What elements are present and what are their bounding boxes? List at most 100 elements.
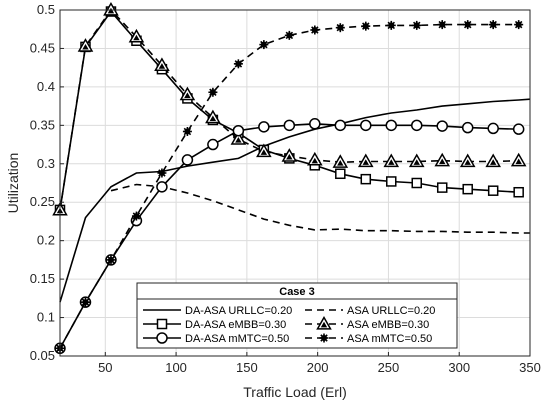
legend-label: DA-ASA eMBB=0.30 bbox=[185, 319, 286, 331]
y-tick-label: 0.45 bbox=[30, 40, 55, 55]
legend-entry: ASA eMBB=0.30 bbox=[305, 315, 429, 331]
triangle-fill bbox=[133, 34, 140, 41]
asterisk-stroke bbox=[438, 20, 446, 29]
triangle-marker bbox=[281, 148, 298, 162]
triangle-fill bbox=[209, 115, 217, 122]
series bbox=[59, 98, 531, 303]
asterisk-stroke bbox=[132, 212, 141, 220]
asterisk-stroke bbox=[209, 88, 217, 97]
asterisk-marker bbox=[386, 20, 396, 30]
asterisk-stroke bbox=[107, 256, 115, 264]
asterisk-stroke bbox=[387, 21, 396, 30]
plot-frame bbox=[59, 9, 531, 357]
circle-marker bbox=[385, 119, 398, 132]
asterisk-stroke bbox=[412, 21, 421, 30]
triangle-marker bbox=[128, 28, 145, 43]
asterisk-stroke bbox=[336, 23, 345, 32]
square-marker bbox=[411, 177, 422, 189]
legend-label: ASA URLLC=0.20 bbox=[347, 305, 435, 317]
asterisk-stroke bbox=[514, 20, 523, 29]
triangle-marker bbox=[383, 153, 400, 168]
square-marker bbox=[156, 318, 168, 330]
asterisk-marker bbox=[131, 211, 141, 221]
triangle-marker bbox=[459, 153, 476, 168]
circle-marker bbox=[461, 121, 474, 134]
circle-marker bbox=[487, 122, 499, 135]
triangle-fill bbox=[337, 160, 344, 166]
circle-marker bbox=[512, 123, 525, 135]
square-marker bbox=[487, 185, 499, 196]
triangle-marker bbox=[434, 152, 451, 167]
asterisk-marker bbox=[259, 40, 269, 50]
asterisk-marker bbox=[208, 87, 218, 97]
series bbox=[52, 1, 527, 216]
x-tick-label: 200 bbox=[307, 360, 329, 375]
asterisk-marker bbox=[361, 21, 371, 31]
y-tick-label: 0.2 bbox=[37, 233, 55, 248]
triangle-fill bbox=[235, 136, 242, 143]
square-marker bbox=[436, 182, 448, 193]
circle-marker bbox=[232, 124, 245, 137]
square-marker bbox=[386, 176, 397, 187]
legend-label: ASA eMBB=0.30 bbox=[347, 319, 429, 331]
x-tick-label: 350 bbox=[519, 360, 541, 375]
triangle-marker bbox=[179, 86, 196, 101]
triangle-marker bbox=[77, 38, 94, 52]
legend-label: DA-ASA mMTC=0.50 bbox=[185, 333, 289, 345]
square-marker bbox=[360, 173, 372, 185]
square-marker bbox=[335, 168, 346, 180]
asterisk-stroke bbox=[260, 40, 268, 49]
series bbox=[55, 20, 524, 353]
asterisk-stroke bbox=[285, 31, 294, 40]
triangle-fill bbox=[413, 159, 420, 165]
triangle-fill bbox=[320, 321, 328, 328]
series-line bbox=[110, 183, 530, 234]
asterisk-marker bbox=[437, 20, 447, 30]
x-tick-label: 250 bbox=[378, 360, 400, 375]
circle-marker bbox=[207, 138, 219, 151]
asterisk-stroke bbox=[311, 26, 319, 34]
triangle-fill bbox=[464, 159, 471, 165]
series bbox=[110, 183, 530, 234]
asterisk-marker bbox=[412, 20, 422, 30]
asterisk-marker bbox=[80, 297, 90, 307]
y-tick-label: 0.3 bbox=[37, 156, 55, 171]
triangle-fill bbox=[515, 158, 522, 165]
triangle-marker bbox=[205, 109, 221, 124]
triangle-marker bbox=[510, 152, 527, 167]
x-tick-label: 300 bbox=[448, 360, 470, 375]
triangle-marker bbox=[307, 151, 323, 166]
triangle-fill bbox=[388, 159, 395, 165]
y-tick-label: 0.15 bbox=[30, 271, 55, 286]
x-tick-label: 100 bbox=[165, 360, 187, 375]
asterisk-marker bbox=[514, 20, 524, 30]
triangle-marker bbox=[332, 154, 349, 168]
triangle-marker bbox=[485, 153, 501, 168]
legend-entry: ASA URLLC=0.20 bbox=[305, 305, 435, 317]
circle-marker bbox=[309, 118, 321, 130]
triangle-marker bbox=[230, 131, 247, 145]
asterisk-marker bbox=[319, 333, 329, 343]
square-marker bbox=[513, 186, 524, 198]
triangle-fill bbox=[82, 43, 89, 50]
y-tick-label: 0.1 bbox=[37, 310, 55, 325]
asterisk-marker bbox=[284, 30, 294, 40]
series-layer bbox=[52, 1, 531, 355]
asterisk-stroke bbox=[489, 20, 497, 29]
legend-entry: DA-ASA URLLC=0.20 bbox=[143, 305, 292, 317]
circle-marker bbox=[156, 332, 168, 344]
circle-marker bbox=[258, 121, 270, 133]
y-tick-label: 0.35 bbox=[30, 117, 55, 132]
legend-box bbox=[136, 282, 458, 349]
legend-label: DA-ASA URLLC=0.20 bbox=[185, 305, 292, 317]
asterisk-marker bbox=[106, 255, 116, 265]
triangle-marker bbox=[316, 315, 332, 330]
triangle-marker bbox=[103, 1, 119, 16]
square-marker bbox=[462, 183, 473, 195]
y-tick-label: 0.25 bbox=[30, 194, 55, 209]
triangle-fill bbox=[311, 157, 319, 164]
y-tick-label: 0.05 bbox=[30, 348, 55, 363]
triangle-marker bbox=[408, 153, 425, 168]
